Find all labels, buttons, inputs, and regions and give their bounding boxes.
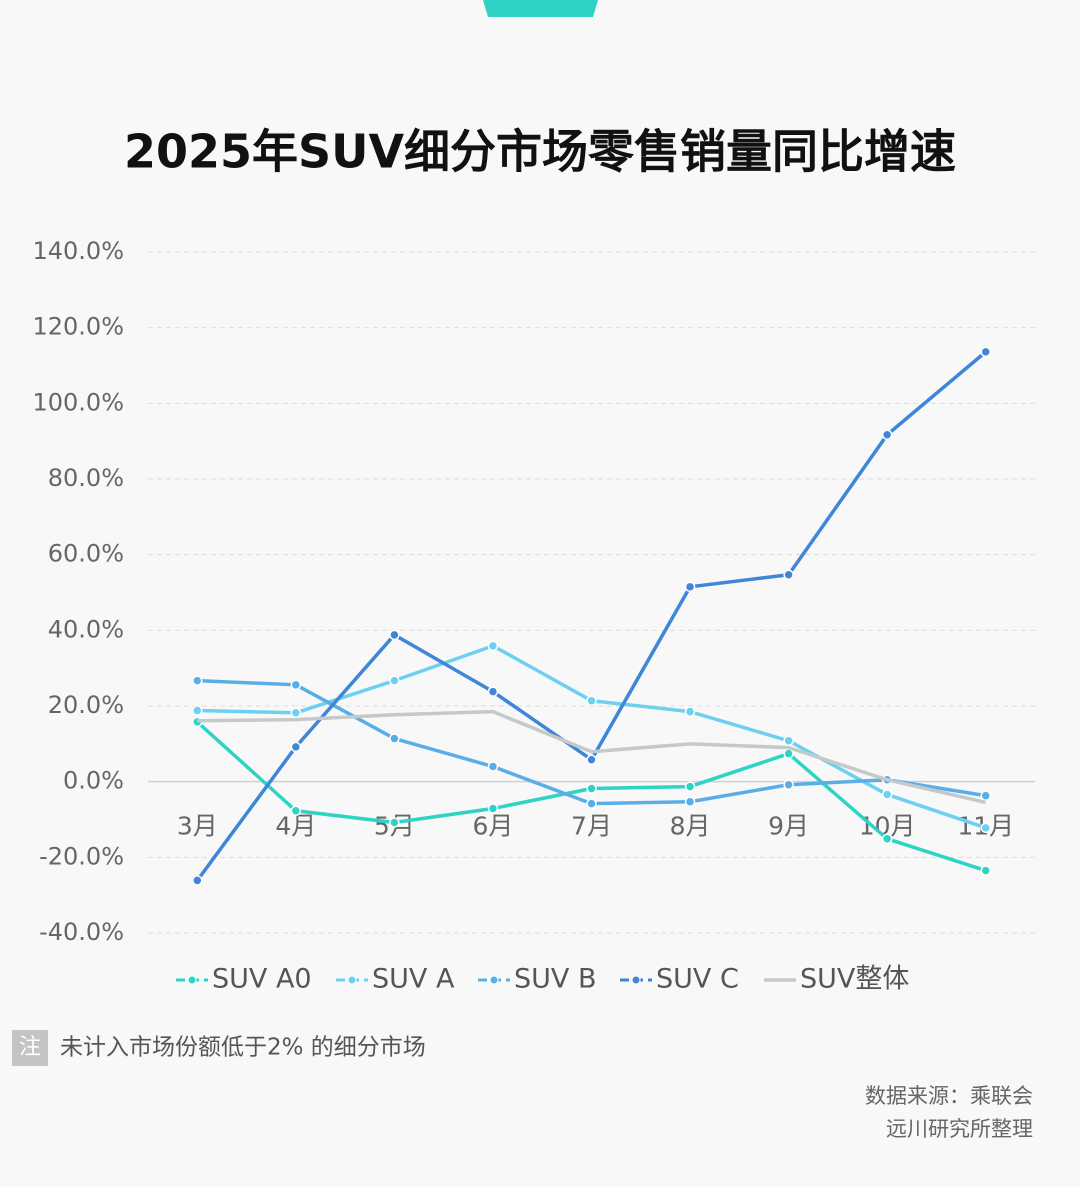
legend-symbol	[489, 975, 499, 985]
x-tick-label: 8月	[670, 812, 711, 841]
point	[487, 640, 499, 652]
y-tick-label: -20.0%	[39, 842, 124, 870]
legend-label: SUV C	[656, 964, 739, 995]
chart-title: 2025年SUV细分市场零售销量同比增速	[124, 125, 956, 179]
y-tick-label: 100.0%	[32, 388, 124, 416]
point	[684, 706, 696, 717]
point	[290, 741, 302, 753]
point	[487, 803, 499, 814]
note-tag-box	[12, 1030, 48, 1066]
x-tick-label: 7月	[571, 812, 612, 841]
y-tick-label: 0.0%	[63, 767, 124, 795]
y-tick-label: 120.0%	[32, 313, 124, 341]
y-tick-label: 60.0%	[48, 540, 124, 568]
y-tick-label: -40.0%	[39, 918, 124, 946]
point	[980, 346, 991, 358]
point	[487, 686, 499, 697]
point	[980, 865, 991, 876]
point	[881, 789, 893, 800]
legend-label: SUV整体	[800, 964, 909, 995]
point	[487, 761, 499, 772]
point	[290, 679, 302, 691]
legend-symbol	[631, 975, 641, 985]
point	[586, 798, 597, 809]
x-tick-label: 6月	[472, 812, 513, 841]
point	[389, 817, 400, 828]
legend-label: SUV A	[372, 964, 455, 995]
source: 远川研究所整理	[886, 1117, 1033, 1141]
legend-symbol	[347, 975, 357, 985]
top-tab	[483, 0, 598, 17]
point	[881, 833, 893, 845]
point	[192, 875, 203, 886]
point	[290, 805, 302, 817]
x-tick-label: 9月	[768, 812, 809, 841]
x-tick-label: 3月	[177, 812, 218, 841]
note: 未计入市场份额低于2% 的细分市场	[60, 1035, 426, 1061]
series-line	[197, 709, 987, 805]
point	[290, 707, 302, 719]
point	[586, 783, 597, 794]
source: 数据来源：乘联会	[865, 1084, 1033, 1108]
point	[684, 781, 696, 792]
legend-symbol	[187, 975, 197, 985]
point	[980, 790, 991, 801]
y-tick-label: 20.0%	[48, 691, 124, 719]
point	[783, 748, 794, 759]
x-tick-label: 4月	[275, 812, 316, 841]
point	[783, 569, 794, 580]
point	[389, 629, 400, 641]
point	[192, 675, 203, 686]
y-tick-label: 80.0%	[48, 464, 124, 492]
point	[389, 733, 400, 744]
legend-label: SUV A0	[212, 964, 312, 995]
point	[586, 754, 597, 765]
point	[783, 735, 794, 747]
y-tick-label: 140.0%	[32, 237, 124, 265]
point	[684, 796, 696, 807]
y-tick-label: 40.0%	[48, 615, 124, 643]
point	[684, 581, 696, 593]
point	[389, 675, 400, 686]
point	[881, 429, 893, 440]
note-tag: 注	[19, 1035, 41, 1060]
point	[980, 822, 991, 834]
point	[783, 779, 794, 790]
point	[192, 705, 203, 716]
point	[586, 695, 597, 706]
legend-label: SUV B	[514, 964, 596, 995]
